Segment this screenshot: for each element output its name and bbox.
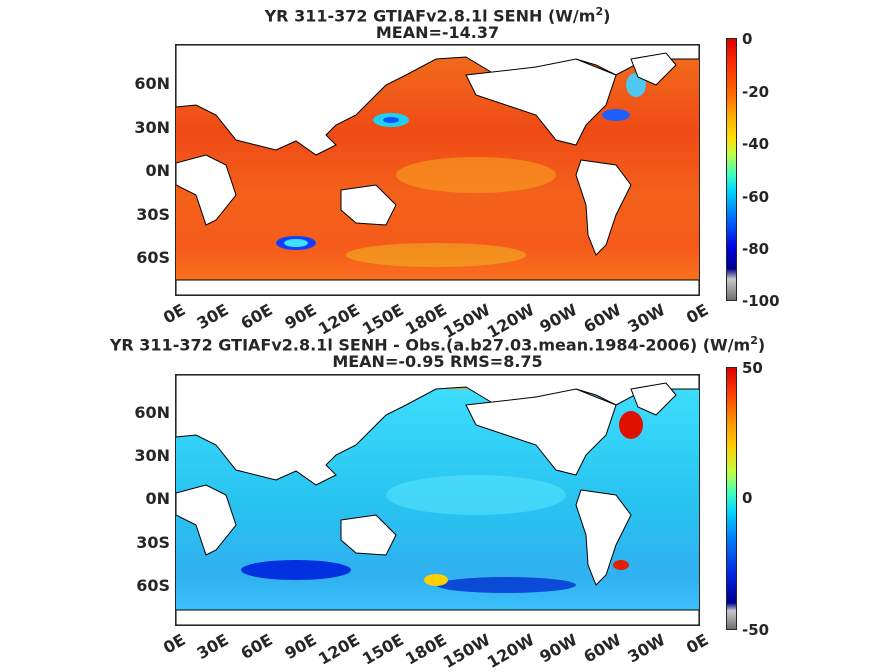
panel1-cb-20: -20 [742,83,770,101]
panel2-lon-label: 90W [536,630,581,667]
panel2-cb-neg50: -50 [742,621,770,639]
panel2-tropics [386,475,566,515]
panel1-lon-label: 30E [193,300,233,334]
panel1-cb-100: -100 [742,292,780,310]
panel1-australia [340,184,397,226]
panel1-greenland [630,52,677,86]
panel2-africa [176,484,237,556]
panel2-greenland [630,382,677,416]
panel2-lon-label: 0E [682,630,712,658]
panel1-cold-core [284,239,308,247]
panel2-lon-label: 120E [314,630,363,669]
panel1-kuroshio-core [383,117,399,123]
panel1-lon-label: 90E [280,300,320,334]
panel2-map-svg [176,375,699,625]
panel2-lat-30s: 30S [136,533,170,552]
panel2-lon-label: 30E [193,630,233,664]
panel2-lat-0n: 0N [145,489,170,508]
panel2-lon-label: 60E [237,630,276,664]
panel1-tropics [396,157,556,193]
panel1-cb-0: 0 [742,30,753,48]
panel2-colorbar [726,367,737,630]
panel2-lat-60s: 60S [136,576,170,595]
panel1-antarctica [176,279,699,295]
panel2-mean: MEAN=-0.95 RMS=8.75 [332,352,543,371]
panel2-southern-blue2 [436,577,576,593]
panel2-title-text: YR 311-372 GTIAFv2.8.1l SENH - Obs.(a.b2… [109,335,751,355]
panel2-title-end: ) [757,335,766,355]
panel2-map [175,374,700,626]
panel1-lon-label: 0E [682,300,712,328]
panel2-lon-label: 150E [358,630,407,669]
panel1-cb-60: -60 [742,188,770,206]
panel1-title-sup: 2 [595,5,604,18]
panel2-title-sup: 2 [750,334,758,347]
panel2-lon-label: 120W [483,630,538,672]
panel1-lat-60s: 60S [136,248,170,267]
panel2-eurasia [176,375,699,486]
panel2-north-america [465,388,617,476]
panel2-lon-label: 180E [402,630,450,669]
panel2-gulfstream [619,411,643,439]
panel2-lat-60n: 60N [134,403,170,422]
panel2-land [176,375,699,625]
panel1-cb-40: -40 [742,135,770,153]
panel1-cb-80: -80 [742,240,770,258]
panel1-gulfstream [602,109,630,121]
panel2-lon-label: 150W [439,630,494,672]
panel1-labrador [626,73,646,97]
panel2-brazil-current [613,560,629,570]
panel1-lat-30s: 30S [136,205,170,224]
panel1-africa [176,154,237,226]
panel2-south-america [575,489,632,586]
panel2-antarctica [176,609,699,625]
panel1-title: YR 311-372 GTIAFv2.8.1l SENH (W/m2) [0,2,875,25]
panel1-title-text: YR 311-372 GTIAFv2.8.1l SENH (W/m [264,6,596,26]
panel1-colorbar [726,38,737,301]
panel2-cb-50: 50 [742,359,763,377]
panel1-southern-band [346,243,526,267]
panel1-lon-label: 0E [159,300,189,328]
panel1-map-svg [176,45,699,295]
panel1-mean: MEAN=-14.37 [375,23,500,42]
panel2-lon-label: 90E [280,630,320,664]
panel2-southern-blue [241,560,351,580]
panel1-north-america [465,58,617,146]
panel2-lon-label: 30W [623,630,668,667]
panel2-lon-label: 0E [159,630,189,658]
panel2-cb-0: 0 [742,489,753,507]
panel1-lon-label: 60E [237,300,276,334]
panel2-australia [340,514,397,556]
panel1-eurasia [176,45,699,156]
panel1-title-end: ) [603,6,611,26]
panel1-lat-30n: 30N [134,118,170,137]
panel1-lat-0n: 0N [145,161,170,180]
panel2-lon-label: 60W [580,630,625,667]
panel1-land [176,45,699,295]
panel2-lat-30n: 30N [134,446,170,465]
panel1-lat-60n: 60N [134,74,170,93]
panel2-title: YR 311-372 GTIAFv2.8.1l SENH - Obs.(a.b2… [0,331,875,354]
panel1-south-america [575,159,632,256]
panel1-map [175,44,700,296]
panel2-warm-patch [424,574,448,586]
